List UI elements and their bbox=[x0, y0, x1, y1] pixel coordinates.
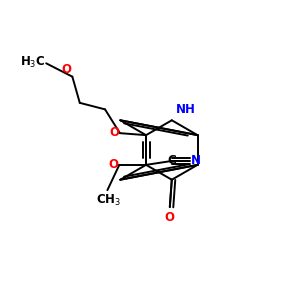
Text: O: O bbox=[165, 211, 175, 224]
Text: O: O bbox=[61, 63, 71, 76]
Text: CH$_3$: CH$_3$ bbox=[96, 193, 121, 208]
Text: O: O bbox=[108, 158, 118, 171]
Text: NH: NH bbox=[176, 103, 196, 116]
Text: O: O bbox=[109, 126, 119, 139]
Text: H$_3$C: H$_3$C bbox=[20, 55, 45, 70]
Text: N: N bbox=[191, 154, 201, 167]
Text: C: C bbox=[168, 154, 177, 167]
